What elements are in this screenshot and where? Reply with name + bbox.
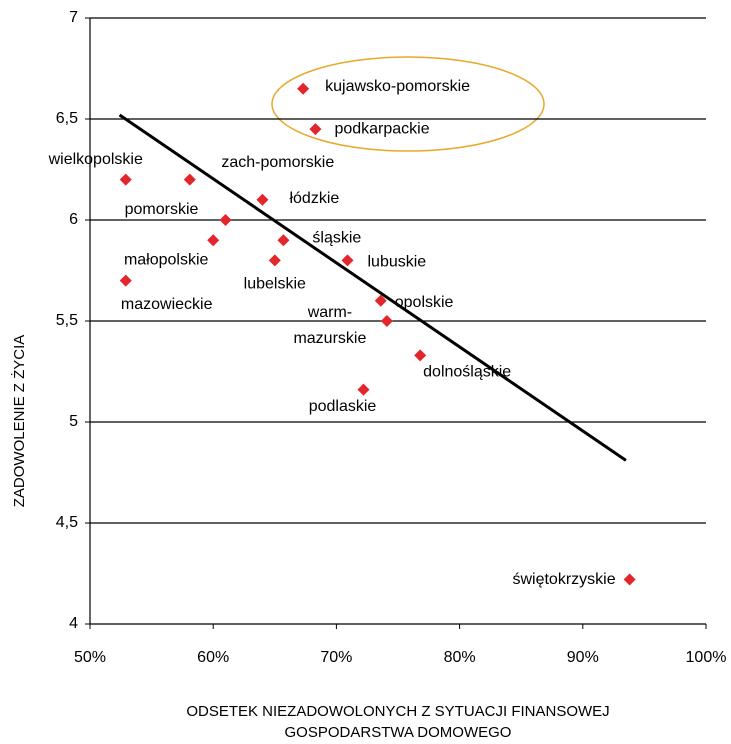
y-tick-label: 5,5 [56,312,78,329]
point-label: zach-pomorskie [221,154,334,171]
point-label: pomorskie [125,201,199,218]
x-tick-label: 90% [567,649,599,666]
point [297,82,310,95]
point [277,234,290,247]
point [219,214,232,226]
point [183,173,196,186]
y-axis-label: ZADOWOLENIE Z ŻYCIA [10,335,28,508]
point [309,123,322,136]
y-tick-label: 6,5 [56,110,78,127]
point-label: małopolskie [124,251,209,268]
point-label: śląskie [312,229,361,246]
point-label: mazowieckie [121,296,213,313]
point-label: dolnośląskie [423,364,511,381]
point [207,234,220,247]
point-label: wielkopolskie [48,151,143,168]
point-label: świętokrzyskie [512,571,615,588]
y-tick-label: 4,5 [56,514,78,531]
point [341,254,354,267]
y-tick-label: 5 [69,413,78,430]
x-tick-label: 80% [444,649,476,666]
point [623,573,636,586]
point [268,254,281,267]
point-label: łódzkie [289,190,339,207]
point-label: mazurskie [293,330,366,347]
point [119,173,132,186]
x-axis-label: ODSETEK NIEZADOWOLONYCH Z SYTUACJI FINAN… [186,703,609,720]
point-label: kujawsko-pomorskie [325,78,470,95]
x-axis-label: GOSPODARSTWA DOMOWEGO [285,724,512,741]
highlight-ellipse [271,56,545,152]
y-tick-label: 4 [69,615,78,632]
point-label: podlaskie [309,398,377,415]
point-label: lubelskie [244,276,306,293]
y-tick-label: 7 [69,9,78,26]
point [119,274,132,287]
point [357,383,370,396]
point-label: podkarpackie [334,120,429,137]
trend-line [118,113,627,462]
x-tick-label: 60% [197,649,229,666]
x-tick-label: 50% [74,649,106,666]
point-label: warm- [307,304,352,321]
point [380,315,393,327]
x-tick-label: 100% [686,649,727,666]
point [414,349,427,362]
point [256,193,269,206]
point [374,294,387,307]
x-tick-label: 70% [320,649,352,666]
y-tick-label: 6 [69,211,78,228]
point-label: lubuskie [367,254,426,271]
point-label: opolskie [395,294,454,311]
